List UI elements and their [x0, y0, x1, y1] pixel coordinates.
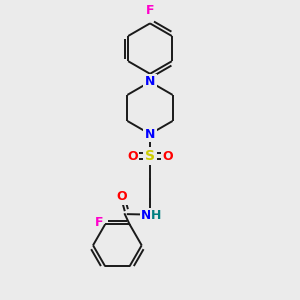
Text: O: O	[128, 150, 138, 163]
Text: H: H	[151, 209, 161, 222]
Text: N: N	[141, 209, 151, 222]
Text: N: N	[145, 128, 155, 140]
Text: F: F	[146, 4, 154, 17]
Text: F: F	[94, 216, 103, 229]
Text: O: O	[162, 150, 172, 163]
Text: N: N	[145, 75, 155, 88]
Text: O: O	[116, 190, 127, 203]
Text: S: S	[145, 149, 155, 163]
